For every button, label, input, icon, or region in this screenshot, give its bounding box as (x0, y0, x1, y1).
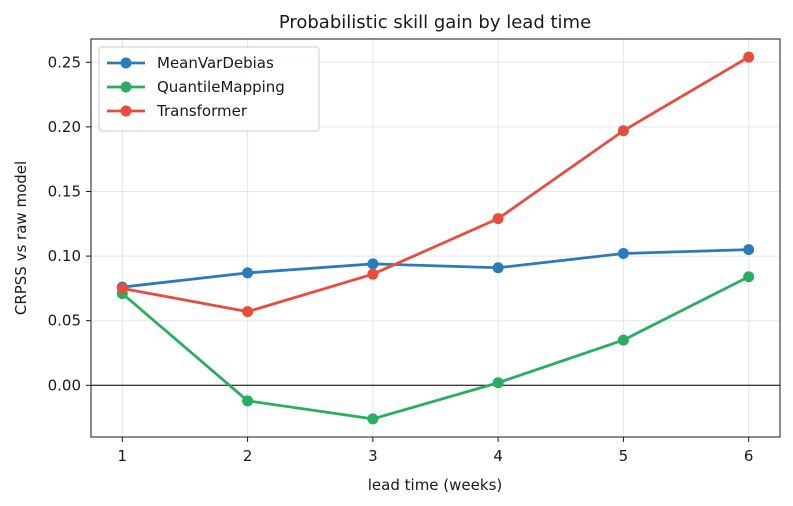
legend-marker-quantilemapping (120, 81, 132, 93)
data-point-quantilemapping (617, 334, 629, 346)
data-point-transformer (116, 282, 128, 294)
y-tick-label: 0.00 (48, 376, 81, 394)
data-point-meanvardebias (367, 258, 379, 270)
series-line-quantilemapping (121, 275, 750, 421)
plot-frame (90, 38, 781, 438)
data-point-quantilemapping (242, 395, 254, 407)
y-tick-label: 0.15 (48, 182, 81, 200)
data-point-transformer (617, 125, 629, 137)
data-point-quantilemapping (367, 413, 379, 425)
data-point-quantilemapping (492, 377, 504, 389)
y-axis: 0.00 0.05 0.10 0.15 0.20 0.25 (48, 53, 91, 394)
y-axis-label: CRPSS vs raw model (12, 161, 30, 315)
x-tick-label: 1 (118, 447, 128, 465)
legend-marker-transformer (120, 105, 132, 117)
x-tick-label: 4 (493, 447, 503, 465)
y-tick-label: 0.10 (48, 247, 81, 265)
data-point-transformer (492, 213, 504, 225)
x-axis: 1 2 3 4 5 6 (118, 437, 754, 465)
data-point-meanvardebias (492, 262, 504, 274)
legend: MeanVarDebias QuantileMapping Transformer (98, 46, 320, 132)
data-point-transformer (367, 268, 379, 280)
x-tick-label: 2 (243, 447, 253, 465)
x-axis-label: lead time (weeks) (368, 476, 502, 494)
x-tick-label: 5 (619, 447, 629, 465)
legend-marker-meanvardebias (120, 57, 132, 69)
series-group (116, 51, 755, 425)
data-point-meanvardebias (242, 267, 254, 279)
x-tick-label: 6 (744, 447, 754, 465)
data-point-transformer (743, 51, 755, 63)
series-line-transformer (122, 55, 750, 314)
series-line-meanvardebias (122, 248, 749, 289)
legend-label-meanvardebias: MeanVarDebias (157, 54, 274, 72)
chart-title: Probabilistic skill gain by lead time (279, 12, 591, 33)
legend-label-quantilemapping: QuantileMapping (157, 78, 285, 96)
data-point-quantilemapping (743, 271, 755, 283)
y-tick-label: 0.25 (48, 53, 81, 71)
data-point-transformer (242, 306, 254, 318)
y-tick-label: 0.20 (48, 118, 81, 136)
x-tick-label: 3 (368, 447, 378, 465)
legend-label-transformer: Transformer (156, 102, 248, 120)
legend-box (98, 46, 320, 132)
data-point-meanvardebias (743, 244, 755, 256)
data-point-meanvardebias (617, 248, 629, 260)
y-tick-label: 0.05 (48, 312, 81, 330)
